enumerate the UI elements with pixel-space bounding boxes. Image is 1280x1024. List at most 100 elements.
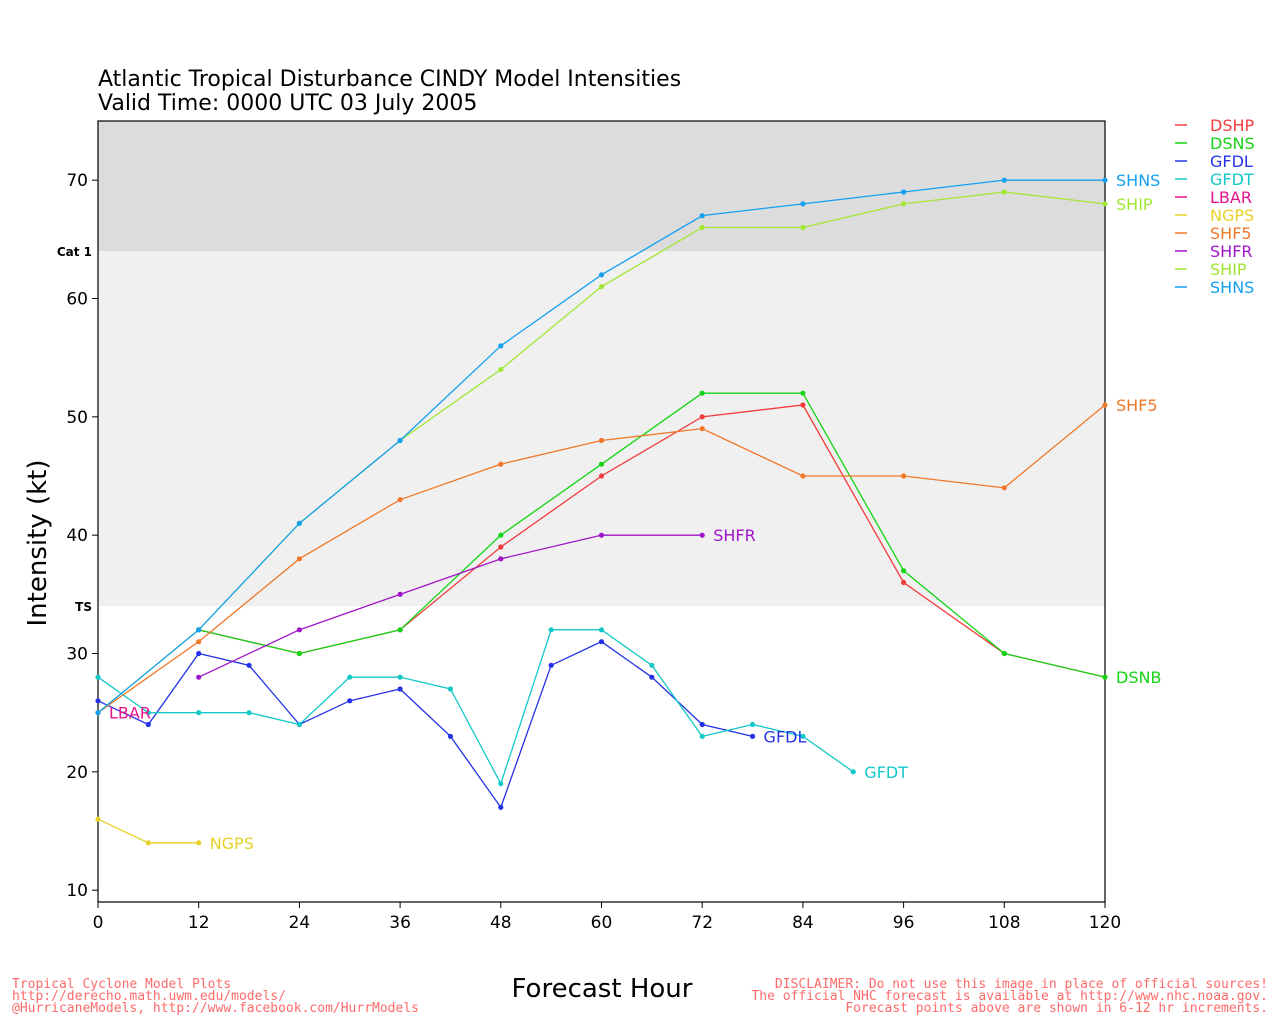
data-point-gfdl xyxy=(598,639,605,645)
data-point-shns xyxy=(800,201,806,207)
data-point-dshp xyxy=(498,544,504,550)
y-tick-label: 40 xyxy=(66,526,88,546)
x-tick-label: 84 xyxy=(792,913,814,933)
data-point-gfdl xyxy=(699,721,705,728)
legend-item-shf5: SHF5 xyxy=(1175,224,1252,243)
legend-label: SHNS xyxy=(1210,278,1254,297)
data-point-shfr xyxy=(397,591,403,597)
data-point-gfdl xyxy=(397,686,403,692)
footer-left-line-1: Tropical Cyclone Model Plots xyxy=(12,977,231,992)
data-point-shns xyxy=(196,627,202,633)
legend-item-shfr: SHFR xyxy=(1175,242,1253,261)
data-point-dsns xyxy=(901,568,907,574)
legend-label: NGPS xyxy=(1210,206,1254,225)
data-point-gfdt xyxy=(296,721,302,728)
x-tick-label: 36 xyxy=(389,913,411,933)
data-point-dsns xyxy=(699,390,705,396)
end-label-ship: SHIP xyxy=(1116,195,1153,214)
data-point-gfdl xyxy=(447,733,454,739)
end-label-ngps: NGPS xyxy=(210,834,254,853)
legend-label: LBAR xyxy=(1210,188,1252,207)
data-point-shns xyxy=(598,272,605,278)
end-label-gfdt: GFDT xyxy=(864,763,908,782)
data-point-shf5 xyxy=(1102,402,1108,408)
legend-item-dsns: DSNS xyxy=(1175,134,1255,153)
data-point-ship xyxy=(800,224,806,231)
data-point-shf5 xyxy=(296,556,302,562)
data-point-ship xyxy=(1001,189,1007,195)
end-label-lbar: LBAR xyxy=(109,704,151,723)
legend-item-dshp: DSHP xyxy=(1175,116,1255,135)
y-tick-label: 70 xyxy=(66,171,88,191)
data-point-gfdt xyxy=(800,733,806,739)
data-point-gfdt xyxy=(548,627,554,633)
end-label-shf5: SHF5 xyxy=(1116,396,1158,415)
data-point-ship xyxy=(1102,201,1108,207)
end-label-dsnb: DSNB xyxy=(1116,668,1161,687)
data-point-dsns xyxy=(296,650,302,657)
data-point-shf5 xyxy=(800,473,806,479)
data-point-shf5 xyxy=(397,497,403,503)
legend-label: GFDL xyxy=(1210,152,1253,171)
data-point-gfdt xyxy=(749,721,756,728)
chart-subtitle: Valid Time: 0000 UTC 03 July 2005 xyxy=(98,91,477,116)
axis-ticks: 0 12 24 36 48 60 72 84 96 108 120 10 20 30 40 50 60 70 xyxy=(66,171,1121,933)
series-layer xyxy=(95,177,1108,846)
data-point-shns xyxy=(498,343,504,349)
x-tick-label: 108 xyxy=(988,913,1020,933)
data-point-ngps xyxy=(95,816,101,822)
data-point-gfdl xyxy=(145,721,151,728)
legend-item-ship: SHIP xyxy=(1175,260,1247,279)
data-point-gfdt xyxy=(699,733,705,739)
series-shns xyxy=(95,177,1108,716)
legend-label: DSHP xyxy=(1210,116,1255,135)
y-tick-label: 30 xyxy=(66,645,88,665)
y-tick-label: 20 xyxy=(66,763,88,783)
data-point-shfr xyxy=(196,674,202,680)
series-ngps xyxy=(95,816,202,846)
legend-label: SHFR xyxy=(1210,242,1253,261)
data-point-shns xyxy=(699,213,705,219)
band-ts xyxy=(98,251,1105,607)
end-label-shfr: SHFR xyxy=(713,526,756,545)
intensity-bands: TS Cat 1 xyxy=(57,121,1105,614)
x-tick-label: 60 xyxy=(591,913,613,933)
footer-left-line-3: @HurricaneModels, http://www.facebook.co… xyxy=(12,1001,419,1016)
data-point-ship xyxy=(699,224,705,231)
data-point-gfdl xyxy=(498,804,504,810)
legend-item-lbar: LBAR xyxy=(1175,188,1252,207)
data-point-dsns xyxy=(800,390,806,396)
data-point-shns xyxy=(901,189,907,195)
series-line-shfr xyxy=(198,534,703,678)
data-point-shns xyxy=(1102,177,1108,183)
data-point-shf5 xyxy=(901,473,907,479)
y-axis-label: Intensity (kt) xyxy=(23,460,53,627)
data-point-dsns xyxy=(1102,674,1108,680)
data-point-gfdl xyxy=(347,698,353,704)
data-point-ship xyxy=(901,201,907,207)
x-tick-label: 120 xyxy=(1089,913,1121,933)
data-point-gfdl xyxy=(95,698,101,704)
x-axis-label: Forecast Hour xyxy=(512,974,693,1004)
footer-right-line-3: Forecast points above are shown in 6-12 … xyxy=(845,1001,1268,1016)
data-point-gfdt xyxy=(246,710,252,716)
legend-label: GFDT xyxy=(1210,170,1254,189)
series-end-labels: DSNB GFDL GFDT LBAR NGPS SHF5 SHFR SHIP SHNS xyxy=(109,171,1161,853)
data-point-gfdt xyxy=(598,627,605,633)
data-point-gfdl xyxy=(749,733,756,739)
series-line-ngps xyxy=(97,818,199,844)
series-line-gfdl xyxy=(97,640,753,809)
x-tick-label: 24 xyxy=(289,913,311,933)
data-point-gfdt xyxy=(196,710,202,716)
x-tick-label: 12 xyxy=(188,913,210,933)
data-point-gfdt xyxy=(850,769,856,775)
series-gfdt xyxy=(95,627,856,787)
data-point-shfr xyxy=(296,627,302,633)
footer-left-line-2: http://derecho.math.uwm.edu/models/ xyxy=(12,989,286,1004)
data-point-dshp xyxy=(800,402,806,408)
data-point-shfr xyxy=(598,532,605,538)
data-point-gfdt xyxy=(498,781,504,787)
data-point-shf5 xyxy=(498,461,504,467)
